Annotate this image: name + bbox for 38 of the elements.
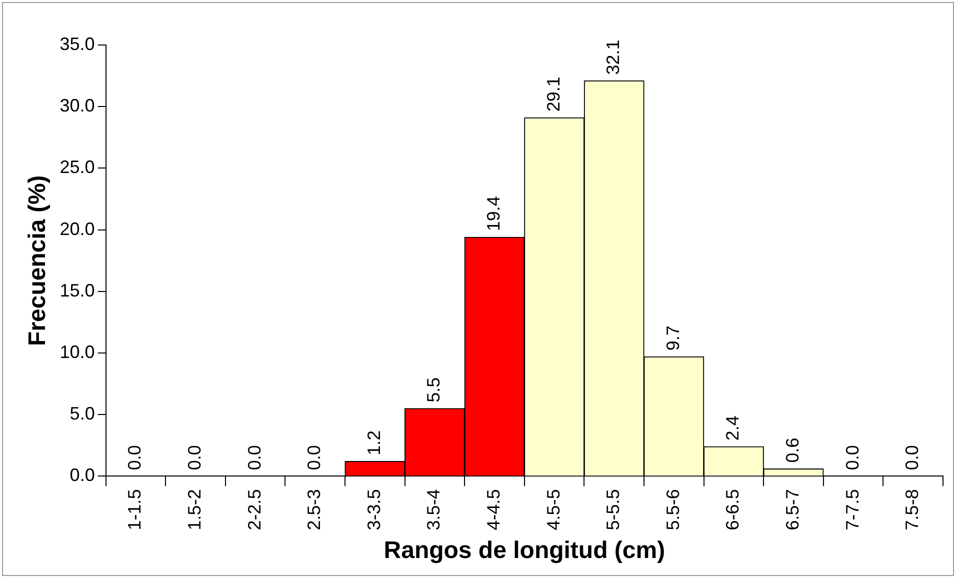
y-tick-label: 10.0 xyxy=(60,342,95,362)
x-tick-label: 1.5-2 xyxy=(184,489,204,530)
data-label: 0.0 xyxy=(244,445,264,470)
data-label: 29.1 xyxy=(543,76,564,112)
x-axis-title: Rangos de longitud (cm) xyxy=(384,537,666,564)
x-tick-label: 7.5-8 xyxy=(902,489,922,530)
x-tick-label: 4.5-5 xyxy=(543,489,564,530)
y-tick-label: 0.0 xyxy=(70,465,95,486)
x-tick-label: 3-3.5 xyxy=(364,489,384,530)
x-tick-label: 3.5-4 xyxy=(424,489,444,530)
data-label: 0.0 xyxy=(304,445,324,470)
data-label: 1.2 xyxy=(364,430,384,456)
data-label: 0.0 xyxy=(184,445,204,470)
x-tick-label: 2-2.5 xyxy=(244,489,264,530)
y-axis-title: Frecuencia (%) xyxy=(24,175,52,346)
data-label: 0.0 xyxy=(124,445,145,470)
data-label: 2.4 xyxy=(722,416,743,441)
x-tick-label: 7-7.5 xyxy=(842,489,862,530)
data-label: 32.1 xyxy=(603,40,624,75)
data-label: 0.6 xyxy=(782,438,802,463)
x-tick-label: 6-6.5 xyxy=(722,489,743,530)
y-tick-label: 25.0 xyxy=(60,157,95,178)
x-tick-label: 1-1.5 xyxy=(124,489,145,530)
y-tick-label: 30.0 xyxy=(60,96,95,116)
x-tick-label: 2.5-3 xyxy=(304,489,324,530)
x-tick-label: 5.5-6 xyxy=(662,489,683,530)
data-label: 0.0 xyxy=(842,445,862,470)
data-label: 0.0 xyxy=(902,445,922,470)
x-tick-label: 4-4.5 xyxy=(483,489,504,530)
y-tick-label: 20.0 xyxy=(60,218,95,239)
y-tick-label: 15.0 xyxy=(60,280,95,300)
y-tick-label: 5.0 xyxy=(70,404,95,424)
data-label: 19.4 xyxy=(483,196,504,232)
y-tick-label: 35.0 xyxy=(60,34,95,54)
data-label: 9.7 xyxy=(662,326,683,351)
x-tick-label: 5-5.5 xyxy=(603,489,624,530)
x-tick-label: 6.5-7 xyxy=(782,489,802,530)
data-label: 5.5 xyxy=(424,377,444,402)
